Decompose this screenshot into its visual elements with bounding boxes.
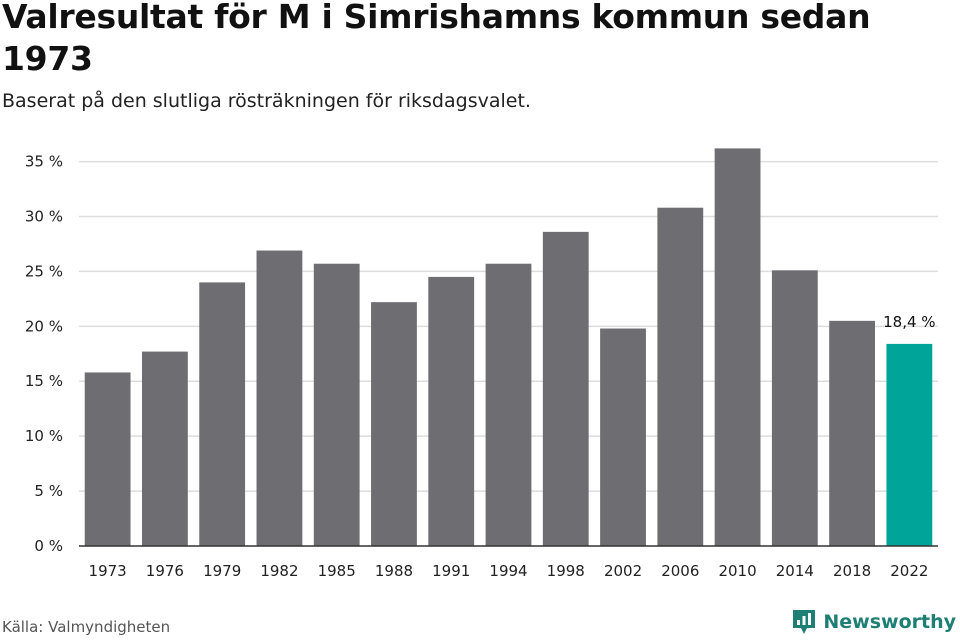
y-tick-label: 0 % bbox=[34, 537, 63, 555]
y-tick-label: 25 % bbox=[25, 262, 63, 280]
x-tick-label: 2006 bbox=[661, 562, 699, 580]
x-tick-label: 2014 bbox=[776, 562, 814, 580]
bar-2022 bbox=[886, 343, 933, 546]
y-axis-labels: 0 % 5 % 10 % 15 % 20 % 25 % 30 % 35 % bbox=[25, 153, 63, 555]
y-tick-label: 20 % bbox=[25, 317, 63, 335]
x-tick-label: 1982 bbox=[260, 562, 298, 580]
bar-1988 bbox=[371, 302, 417, 546]
bars bbox=[84, 148, 933, 547]
bar-1979 bbox=[199, 282, 246, 546]
bar-chart: 0 %5 %10 %15 %20 %25 %30 %35 % 1973 1976 1… bbox=[25, 148, 938, 580]
bar-1998 bbox=[542, 231, 589, 547]
bar-1991 bbox=[428, 276, 475, 546]
bar-1976 bbox=[141, 351, 188, 546]
y-tick-label: 15 % bbox=[25, 372, 63, 390]
bar-1982 bbox=[256, 250, 303, 546]
y-tick-label: 5 % bbox=[34, 482, 63, 500]
x-tick-label: 1985 bbox=[318, 562, 356, 580]
bar-2014 bbox=[771, 270, 818, 546]
x-tick-label: 1988 bbox=[375, 562, 413, 580]
data-label: 18,4 % bbox=[883, 313, 935, 331]
source-note: Källa: Valmyndigheten bbox=[2, 618, 171, 636]
x-tick-label: 2010 bbox=[718, 562, 756, 580]
y-tick-label: 30 % bbox=[25, 207, 63, 225]
bar-1985 bbox=[313, 263, 360, 546]
bar-2010 bbox=[714, 148, 761, 547]
x-tick-label: 1979 bbox=[203, 562, 241, 580]
y-tick-label: 35 % bbox=[25, 153, 63, 171]
x-tick-label: 2022 bbox=[890, 562, 928, 580]
y-tick-label: 10 % bbox=[25, 427, 63, 445]
bar-1994 bbox=[485, 263, 532, 546]
bar-2018 bbox=[829, 320, 876, 546]
x-tick-label: 1998 bbox=[547, 562, 585, 580]
brand-logo: Newsworthy bbox=[791, 608, 956, 636]
bar-2002 bbox=[600, 328, 646, 546]
x-axis-labels: 1973 1976 1979 1982 1985 1988 1991 1994 1998 2002… bbox=[89, 562, 929, 580]
data-labels: 18,4 % bbox=[883, 313, 935, 331]
x-tick-label: 1973 bbox=[89, 562, 127, 580]
chart-subtitle: Baserat på den slutliga rösträkningen fö… bbox=[2, 90, 531, 112]
x-tick-label: 1994 bbox=[489, 562, 527, 580]
x-tick-label: 1991 bbox=[432, 562, 470, 580]
bar-1973 bbox=[84, 372, 131, 546]
x-tick-label: 1976 bbox=[146, 562, 184, 580]
x-tick-label: 2002 bbox=[604, 562, 642, 580]
newsworthy-logo-icon bbox=[793, 610, 816, 634]
bar-2006 bbox=[657, 207, 704, 546]
x-tick-label: 2018 bbox=[833, 562, 871, 580]
brand-name: Newsworthy bbox=[823, 611, 956, 633]
chart-title: Valresultat för M i Simrishamns kommun s… bbox=[2, 0, 871, 78]
